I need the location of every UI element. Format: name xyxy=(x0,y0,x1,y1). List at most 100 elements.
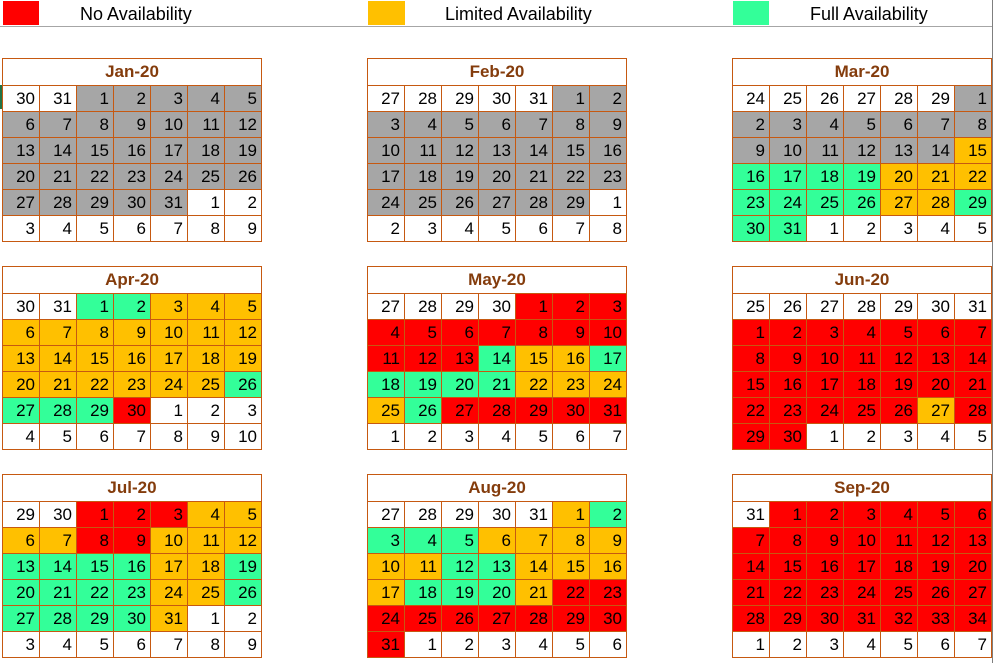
day-cell[interactable]: 14 xyxy=(732,553,770,580)
day-cell[interactable]: 2 xyxy=(843,423,881,450)
day-cell[interactable]: 3 xyxy=(589,293,627,320)
day-cell[interactable]: 23 xyxy=(113,163,151,190)
day-cell[interactable]: 4 xyxy=(917,215,955,242)
day-cell[interactable]: 3 xyxy=(2,631,40,658)
day-cell[interactable]: 3 xyxy=(806,631,844,658)
day-cell[interactable]: 7 xyxy=(917,111,955,138)
day-cell[interactable]: 1 xyxy=(806,423,844,450)
day-cell[interactable]: 15 xyxy=(954,137,992,164)
day-cell[interactable]: 30 xyxy=(113,189,151,216)
day-cell[interactable]: 10 xyxy=(806,345,844,372)
day-cell[interactable]: 17 xyxy=(367,579,405,606)
day-cell[interactable]: 29 xyxy=(515,397,553,424)
day-cell[interactable]: 3 xyxy=(806,319,844,346)
day-cell[interactable]: 29 xyxy=(441,85,479,112)
day-cell[interactable]: 28 xyxy=(39,605,77,632)
day-cell[interactable]: 1 xyxy=(954,85,992,112)
day-cell[interactable]: 30 xyxy=(113,397,151,424)
day-cell[interactable]: 6 xyxy=(478,527,516,554)
day-cell[interactable]: 16 xyxy=(552,345,590,372)
day-cell[interactable]: 1 xyxy=(732,631,770,658)
day-cell[interactable]: 6 xyxy=(917,319,955,346)
day-cell[interactable]: 31 xyxy=(515,85,553,112)
day-cell[interactable]: 16 xyxy=(113,137,151,164)
day-cell[interactable]: 26 xyxy=(224,163,262,190)
day-cell[interactable]: 19 xyxy=(224,553,262,580)
day-cell[interactable]: 26 xyxy=(843,189,881,216)
day-cell[interactable]: 2 xyxy=(113,501,151,528)
day-cell[interactable]: 10 xyxy=(769,137,807,164)
day-cell[interactable]: 7 xyxy=(478,319,516,346)
day-cell[interactable]: 13 xyxy=(954,527,992,554)
day-cell[interactable]: 1 xyxy=(769,501,807,528)
day-cell[interactable]: 34 xyxy=(954,605,992,632)
day-cell[interactable]: 24 xyxy=(150,371,188,398)
day-cell[interactable]: 19 xyxy=(224,137,262,164)
day-cell[interactable]: 4 xyxy=(39,631,77,658)
day-cell[interactable]: 19 xyxy=(224,345,262,372)
day-cell[interactable]: 27 xyxy=(478,605,516,632)
month-title[interactable]: Jan-20 xyxy=(2,58,262,86)
day-cell[interactable]: 1 xyxy=(732,319,770,346)
day-cell[interactable]: 10 xyxy=(589,319,627,346)
day-cell[interactable]: 29 xyxy=(769,605,807,632)
day-cell[interactable]: 1 xyxy=(76,85,114,112)
day-cell[interactable]: 20 xyxy=(478,579,516,606)
day-cell[interactable]: 20 xyxy=(954,553,992,580)
day-cell[interactable]: 4 xyxy=(187,293,225,320)
day-cell[interactable]: 1 xyxy=(806,215,844,242)
day-cell[interactable]: 5 xyxy=(441,111,479,138)
day-cell[interactable]: 17 xyxy=(769,163,807,190)
day-cell[interactable]: 29 xyxy=(552,605,590,632)
day-cell[interactable]: 8 xyxy=(552,111,590,138)
day-cell[interactable]: 8 xyxy=(76,319,114,346)
day-cell[interactable]: 21 xyxy=(917,163,955,190)
day-cell[interactable]: 5 xyxy=(880,319,918,346)
day-cell[interactable]: 27 xyxy=(917,397,955,424)
day-cell[interactable]: 14 xyxy=(515,553,553,580)
day-cell[interactable]: 24 xyxy=(843,579,881,606)
day-cell[interactable]: 8 xyxy=(515,319,553,346)
month-title[interactable]: Feb-20 xyxy=(367,58,627,86)
day-cell[interactable]: 12 xyxy=(404,345,442,372)
day-cell[interactable]: 30 xyxy=(113,605,151,632)
day-cell[interactable]: 5 xyxy=(441,527,479,554)
day-cell[interactable]: 8 xyxy=(954,111,992,138)
day-cell[interactable]: 2 xyxy=(769,319,807,346)
day-cell[interactable]: 25 xyxy=(404,605,442,632)
day-cell[interactable]: 7 xyxy=(515,527,553,554)
day-cell[interactable]: 21 xyxy=(39,579,77,606)
day-cell[interactable]: 27 xyxy=(367,501,405,528)
day-cell[interactable]: 16 xyxy=(113,345,151,372)
day-cell[interactable]: 20 xyxy=(2,163,40,190)
day-cell[interactable]: 16 xyxy=(589,137,627,164)
day-cell[interactable]: 1 xyxy=(552,501,590,528)
day-cell[interactable]: 23 xyxy=(552,371,590,398)
day-cell[interactable]: 1 xyxy=(552,85,590,112)
legend-swatch-none[interactable] xyxy=(3,1,39,25)
day-cell[interactable]: 30 xyxy=(917,293,955,320)
day-cell[interactable]: 29 xyxy=(552,189,590,216)
day-cell[interactable]: 10 xyxy=(150,319,188,346)
day-cell[interactable]: 11 xyxy=(187,527,225,554)
day-cell[interactable]: 11 xyxy=(187,111,225,138)
day-cell[interactable]: 19 xyxy=(843,163,881,190)
day-cell[interactable]: 31 xyxy=(150,605,188,632)
day-cell[interactable]: 6 xyxy=(2,527,40,554)
day-cell[interactable]: 22 xyxy=(76,579,114,606)
day-cell[interactable]: 26 xyxy=(441,605,479,632)
day-cell[interactable]: 6 xyxy=(478,111,516,138)
day-cell[interactable]: 21 xyxy=(515,579,553,606)
day-cell[interactable]: 14 xyxy=(39,345,77,372)
day-cell[interactable]: 18 xyxy=(404,163,442,190)
day-cell[interactable]: 26 xyxy=(917,579,955,606)
day-cell[interactable]: 14 xyxy=(478,345,516,372)
day-cell[interactable]: 5 xyxy=(404,319,442,346)
day-cell[interactable]: 2 xyxy=(589,501,627,528)
day-cell[interactable]: 12 xyxy=(224,319,262,346)
day-cell[interactable]: 28 xyxy=(954,397,992,424)
day-cell[interactable]: 29 xyxy=(76,397,114,424)
day-cell[interactable]: 5 xyxy=(880,631,918,658)
day-cell[interactable]: 30 xyxy=(552,397,590,424)
day-cell[interactable]: 9 xyxy=(732,137,770,164)
